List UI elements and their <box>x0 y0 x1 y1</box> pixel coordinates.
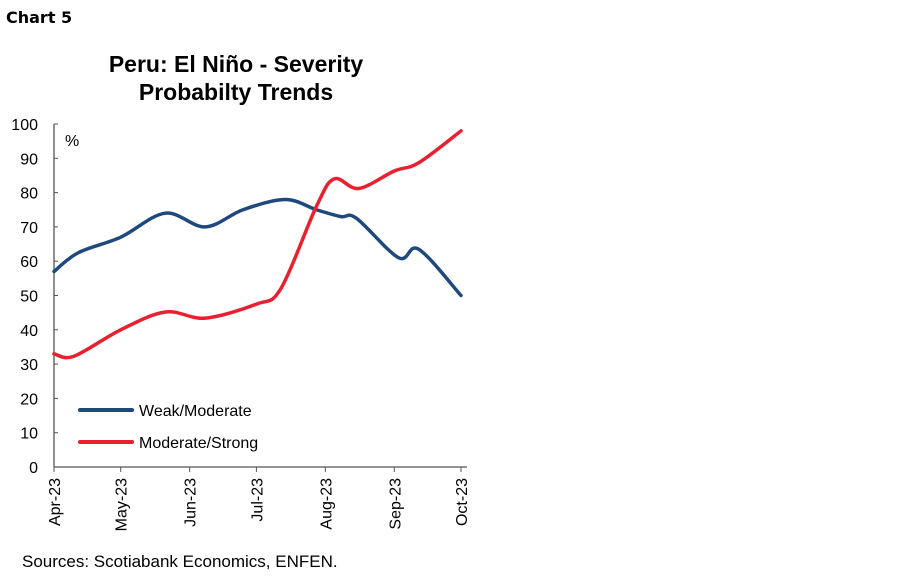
x-tick-label: May-23 <box>114 478 131 531</box>
y-tick-label: 60 <box>20 254 38 271</box>
y-tick-label: 20 <box>20 391 38 408</box>
y-tick-label: 10 <box>20 426 38 443</box>
y-tick-label: 50 <box>20 289 38 306</box>
y-tick-label: 80 <box>20 186 38 203</box>
series-line-moderate-strong <box>52 129 463 360</box>
y-axis-unit-label: % <box>65 133 79 150</box>
chart-title-line-2: Probabilty Trends <box>138 79 334 105</box>
source-note: Sources: Scotiabank Economics, ENFEN. <box>22 552 338 571</box>
y-tick-label: 40 <box>20 323 38 340</box>
chart-number-label: Chart 5 <box>6 8 73 27</box>
legend: Weak/Moderate Moderate/Strong <box>78 403 258 452</box>
y-tick-label: 30 <box>20 357 38 374</box>
x-tick-label: Oct-23 <box>454 478 471 526</box>
axes: 0 10 20 30 40 50 60 70 80 90 100 Apr-23 May-23 Jun-23… <box>11 117 471 531</box>
x-tick-label: Jun-23 <box>183 478 200 527</box>
legend-label: Moderate/Strong <box>139 435 258 452</box>
chart-title-line-1: Peru: El Niño - Severity <box>108 51 364 77</box>
y-tick-label: 70 <box>20 220 38 237</box>
y-tick-label: 0 <box>29 460 38 477</box>
x-tick-label: Sep-23 <box>387 478 404 530</box>
series-line-weak-moderate <box>52 197 463 298</box>
y-tick-label: 100 <box>11 117 38 134</box>
chart-title: Peru: El Niño - Severity Probabilty Tren… <box>60 50 412 106</box>
legend-label: Weak/Moderate <box>139 403 252 420</box>
x-tick-label: Apr-23 <box>47 478 64 526</box>
x-tick-label: Aug-23 <box>318 478 335 530</box>
x-tick-label: Jul-23 <box>249 478 266 522</box>
series-lines <box>52 129 463 360</box>
y-tick-label: 90 <box>20 151 38 168</box>
